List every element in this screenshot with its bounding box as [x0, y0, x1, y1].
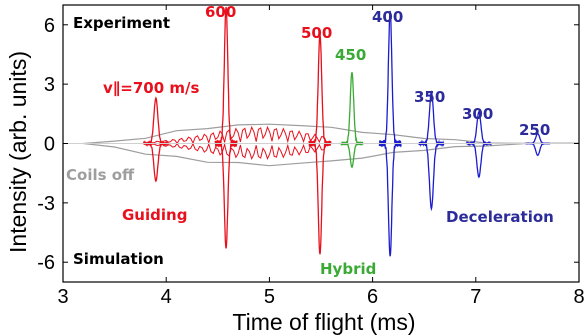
x-axis-title: Time of flight (ms)	[232, 309, 415, 335]
velocity-600-label: 600	[205, 3, 236, 21]
deceleration-label: Deceleration	[446, 208, 554, 226]
velocity-500-label: 500	[301, 24, 332, 42]
x-tick-label-6: 6	[367, 286, 378, 308]
hybrid-label: Hybrid	[320, 260, 376, 278]
velocity-300-label: 300	[462, 105, 493, 123]
simulation-label: Simulation	[73, 250, 164, 268]
y-axis-title: Intensity (arb. units)	[5, 51, 31, 253]
experiment-label: Experiment	[73, 14, 170, 32]
guiding-label: Guiding	[122, 206, 187, 224]
y-tick-label-0: 0	[44, 134, 55, 156]
y-tick-label-6: 6	[44, 15, 55, 37]
y-tick-label--3: -3	[37, 193, 55, 215]
velocity-450-label: 450	[335, 46, 366, 64]
x-tick-label-4: 4	[161, 286, 172, 308]
y-tick-label-3: 3	[44, 74, 55, 96]
x-tick-label-3: 3	[57, 286, 68, 308]
velocity-350-label: 350	[414, 88, 445, 106]
coils-off-label: Coils off	[66, 166, 135, 184]
velocity-700-label: v∥=700 m/s	[103, 79, 199, 97]
x-tick-label-8: 8	[573, 286, 584, 308]
x-tick-label-7: 7	[470, 286, 481, 308]
x-tick-label-5: 5	[264, 286, 275, 308]
y-tick-label--6: -6	[37, 252, 55, 274]
velocity-400-label: 400	[372, 8, 403, 26]
velocity-250-label: 250	[519, 121, 550, 139]
